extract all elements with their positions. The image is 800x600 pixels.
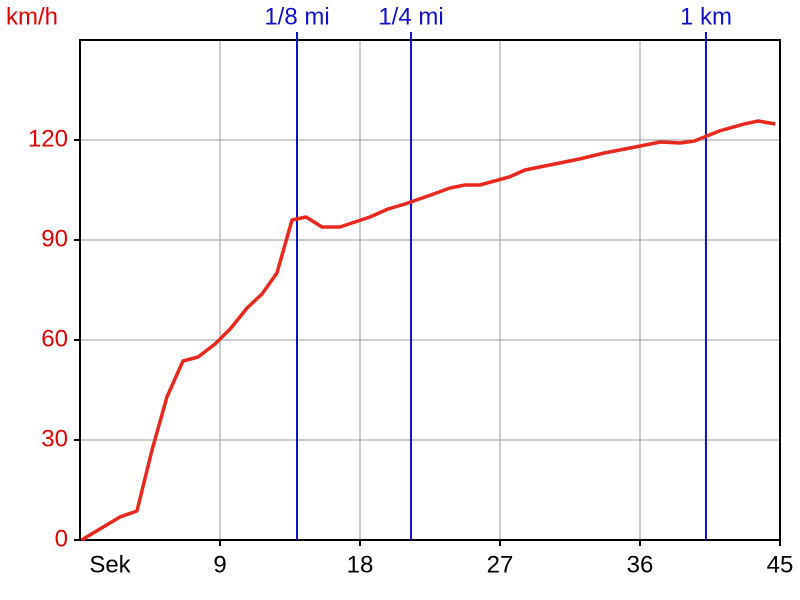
plot-frame — [79, 39, 781, 541]
y-axis-label: km/h — [6, 3, 58, 30]
distance-marker-label: 1/4 mi — [378, 3, 443, 30]
x-tick-label: 9 — [213, 551, 226, 578]
y-tick-label: 0 — [55, 525, 68, 552]
x-tick-label: 18 — [347, 551, 374, 578]
y-tick-label: 30 — [41, 425, 68, 452]
x-tick-label: 36 — [627, 551, 654, 578]
y-tick-label: 60 — [41, 325, 68, 352]
y-tick-label: 120 — [28, 125, 68, 152]
x-tick-label: 27 — [487, 551, 514, 578]
x-axis-label: Sek — [89, 551, 131, 578]
distance-marker-label: 1/8 mi — [264, 3, 329, 30]
y-tick-label: 90 — [41, 225, 68, 252]
speed-line — [80, 119, 776, 542]
distance-marker-label: 1 km — [680, 3, 732, 30]
x-tick-label: 45 — [767, 551, 794, 578]
